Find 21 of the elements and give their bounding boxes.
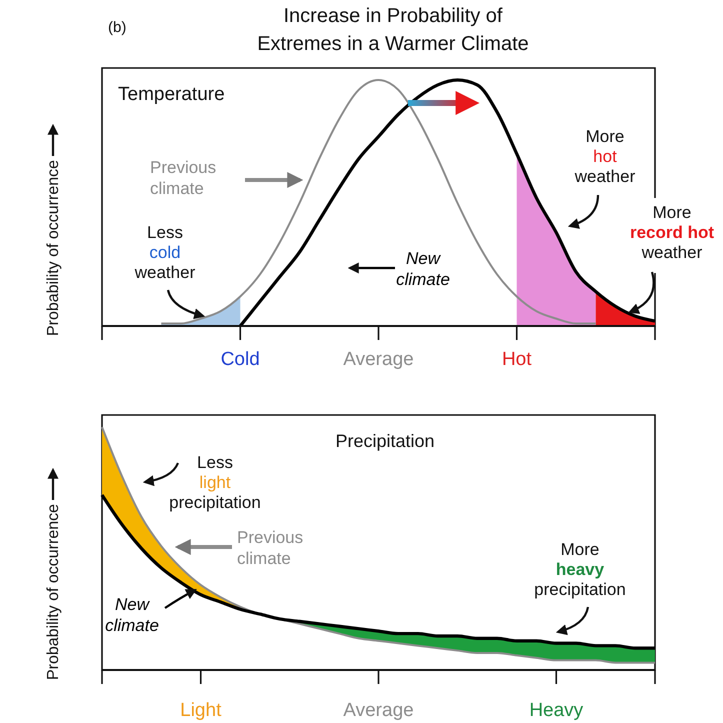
x-tick-label: Light [180,700,222,721]
annotation: More record hot weather [630,203,714,262]
annotation: Temperature [118,84,225,105]
annotation: Less cold weather [134,223,196,282]
legend-label: New climate [396,249,450,289]
annotation: More heavy precipitation [534,540,626,599]
annotation: More hot weather [574,127,636,186]
text: Previous climate [150,158,216,198]
y-axis-title: Probability of occurrence [45,160,62,336]
x-tick-label: Heavy [529,700,584,721]
legend-label: Previous climate [237,528,304,568]
text: (b) [108,19,126,36]
chart-title: Increase in Probability of Extremes in a Warmer Climate [257,5,529,55]
x-tick-label: Average [343,349,414,370]
series-label: New climate [105,595,159,635]
annotation: Less light precipitation [169,453,261,512]
x-tick-label: Average [343,700,414,721]
y-axis-title: Probability of occurrence [45,504,62,680]
chart-title: Precipitation [335,431,435,451]
x-tick-label: Hot [502,349,532,370]
x-tick-label: Cold [220,349,260,370]
